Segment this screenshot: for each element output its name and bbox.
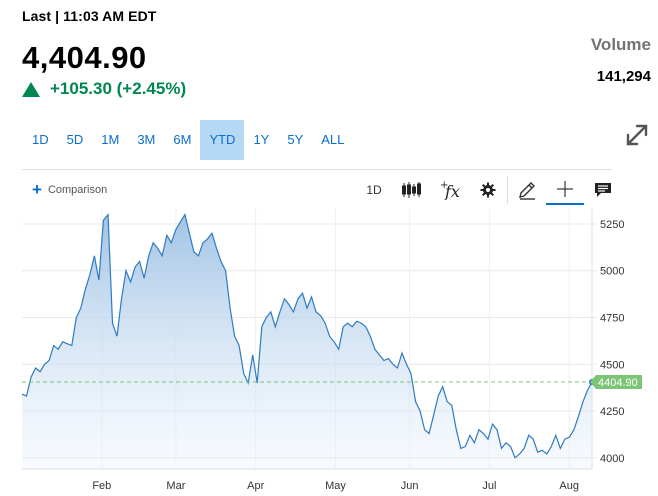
range-1m[interactable]: 1M [101,132,120,147]
last-updated-label: Last | 11:03 AM EDT [22,8,157,24]
x-tick-label: Mar [166,480,185,492]
interval-label: 1D [366,183,382,197]
interval-button[interactable]: 1D [355,176,393,204]
candlestick-button[interactable] [393,176,431,204]
current-price: 4,404.90 [22,40,147,75]
pencil-icon [519,182,535,200]
price-area [22,214,592,469]
range-selector: 1D 5D 1M 3M 6M YTD 1Y 5Y ALL [22,120,353,160]
settings-button[interactable] [469,176,508,204]
range-1d[interactable]: 1D [32,132,49,147]
comparison-label: Comparison [47,184,108,196]
candlestick-icon [402,182,421,198]
range-6m[interactable]: 6M [173,132,192,147]
x-tick-label: Apr [247,480,264,492]
price-chart[interactable]: 4000 4250 4500 4750 5000 5250 Feb Mar Apr May Jun J… [0,207,658,496]
x-tick-label: May [325,480,346,492]
y-tick-label: 4000 [600,453,624,465]
x-tick-label: Jun [401,480,419,492]
last-price-tag-label: 4404.90 [598,377,638,389]
function-icon: + fx [440,180,460,200]
x-tick-label: Feb [92,480,111,492]
svg-text:+: + [440,180,448,191]
annotation-button[interactable] [584,176,622,204]
price-change: +105.30 (+2.45%) [22,79,186,99]
y-tick-label: 4250 [600,406,624,418]
y-tick-label: 5250 [600,219,624,231]
crosshair-icon [557,181,573,197]
draw-button[interactable] [508,176,546,204]
comparison-button[interactable]: + Comparison [32,180,108,199]
volume-value: 141,294 [596,68,651,85]
range-1y[interactable]: 1Y [253,132,270,147]
chart-toolbar: 1D + fx [355,175,622,205]
price-line [21,213,593,459]
price-change-value: +105.30 (+2.45%) [50,79,187,98]
divider [22,169,612,170]
range-5d[interactable]: 5D [66,132,84,147]
range-5y[interactable]: 5Y [287,132,304,147]
range-all[interactable]: ALL [321,132,345,147]
function-button[interactable]: + fx [431,176,469,204]
comment-icon [595,183,611,197]
x-tick-label: Aug [559,480,579,492]
crosshair-button[interactable] [546,175,584,205]
y-tick-label: 4750 [600,312,624,324]
gear-icon [480,182,496,198]
up-arrow-icon [22,81,40,97]
range-3m[interactable]: 3M [137,132,156,147]
plus-icon: + [32,180,42,199]
x-tick-label: Jul [482,480,496,492]
svg-text:fx: fx [444,182,460,200]
y-tick-label: 5000 [600,266,624,278]
y-tick-label: 4500 [600,359,624,371]
last-price-tag [590,375,642,390]
expand-icon[interactable] [622,120,652,150]
volume-label: Volume [590,35,651,54]
range-ytd[interactable]: YTD [200,120,245,160]
